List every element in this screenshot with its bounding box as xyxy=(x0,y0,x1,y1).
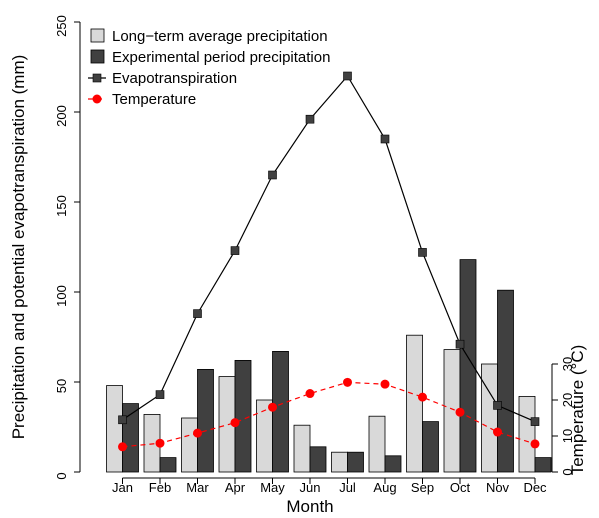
marker-temperature-may xyxy=(268,402,277,412)
marker-temperature-jun xyxy=(305,389,315,399)
bar-marks xyxy=(106,259,552,473)
marker-evapotranspiration-nov xyxy=(493,401,502,410)
bar-experimental-period-precipitation-oct xyxy=(459,259,477,473)
right-axis: 0 10 20 30 xyxy=(551,357,575,476)
marker-evapotranspiration-sep xyxy=(418,248,427,257)
marker-evapotranspiration-dec xyxy=(530,417,540,426)
bar-long-term-average-precipitation-mar xyxy=(181,417,198,473)
bar-long-term-average-precipitation-dec xyxy=(518,395,536,473)
marker-evapotranspiration-apr xyxy=(230,246,240,255)
right-y-axis-title: Temperature (°C) xyxy=(568,345,587,476)
marker-temperature-jul xyxy=(343,377,352,387)
marker-temperature-aug xyxy=(380,379,390,389)
bar-long-term-average-precipitation-jul xyxy=(331,451,348,473)
bar-experimental-period-precipitation-jul xyxy=(347,451,364,473)
bar-long-term-average-precipitation-sep xyxy=(406,334,423,473)
left-tick-label-50: 50 xyxy=(54,379,69,393)
marker-evapotranspiration-oct xyxy=(455,339,465,349)
bar-long-term-average-precipitation-jun xyxy=(293,424,311,473)
bar-experimental-period-precipitation-nov xyxy=(497,289,514,473)
bar-long-term-average-precipitation-jan xyxy=(106,385,123,473)
right-tick-label-20: 20 xyxy=(560,393,575,407)
left-tick-label-200: 200 xyxy=(54,105,69,127)
bar-experimental-period-precipitation-may xyxy=(272,350,289,473)
bar-experimental-period-precipitation-mar xyxy=(197,368,214,473)
x-tick-label-jan: Jan xyxy=(112,480,133,495)
right-tick-label-30: 30 xyxy=(560,357,575,371)
marker-temperature-nov xyxy=(493,427,502,437)
bar-long-term-average-precipitation-nov xyxy=(481,363,498,473)
left-axis: 0 50 100 150 200 250 xyxy=(54,15,81,480)
left-tick-label-0: 0 xyxy=(54,472,69,479)
bar-experimental-period-precipitation-jun xyxy=(309,446,327,473)
marker-evapotranspiration-jun xyxy=(305,114,315,124)
x-tick-label-nov: Nov xyxy=(486,480,510,495)
marker-temperature-sep xyxy=(418,392,427,402)
legend-swatch-experimental-period-precipitation xyxy=(90,49,105,64)
marker-temperature-dec xyxy=(530,439,540,449)
legend-marker-evapotranspiration xyxy=(92,73,102,83)
marker-evapotranspiration-aug xyxy=(380,134,390,144)
x-tick-label-apr: Apr xyxy=(225,480,246,495)
x-tick-label-jun: Jun xyxy=(300,480,321,495)
left-tick-label-100: 100 xyxy=(54,285,69,307)
marker-evapotranspiration-jul xyxy=(343,71,352,81)
y-axis-title: Precipitation and potential evapotranspi… xyxy=(9,55,28,440)
legend-swatch-long-term-average-precipitation xyxy=(90,28,105,43)
bar-long-term-average-precipitation-aug xyxy=(368,415,386,473)
legend-label-experimental-period-precipitation: Experimental period precipitation xyxy=(112,49,330,66)
marker-temperature-apr xyxy=(230,418,240,428)
line-evapotranspiration xyxy=(122,74,536,423)
marker-temperature-feb xyxy=(155,438,165,448)
x-tick-label-dec: Dec xyxy=(523,480,547,495)
x-tick-label-may: May xyxy=(260,480,285,495)
legend: Long−term average precipitation Experimen… xyxy=(88,28,330,108)
x-tick-label-mar: Mar xyxy=(186,480,209,495)
marker-temperature-oct xyxy=(455,407,465,417)
right-tick-label-0: 0 xyxy=(560,468,575,475)
legend-label-long-term-average-precipitation: Long−term average precipitation xyxy=(112,28,328,45)
x-axis-title: Month xyxy=(286,497,333,516)
marker-temperature-mar xyxy=(193,428,202,438)
x-tick-label-jul: Jul xyxy=(339,480,356,495)
marker-evapotranspiration-mar xyxy=(193,309,202,318)
legend-marker-temperature xyxy=(92,94,102,104)
left-tick-label-250: 250 xyxy=(54,15,69,37)
bar-experimental-period-precipitation-feb xyxy=(159,457,177,473)
x-tick-label-aug: Aug xyxy=(373,480,396,495)
bar-experimental-period-precipitation-sep xyxy=(422,421,439,473)
x-tick-label-sep: Sep xyxy=(411,480,434,495)
marker-evapotranspiration-feb xyxy=(155,390,165,399)
right-tick-label-10: 10 xyxy=(560,429,575,443)
bar-experimental-period-precipitation-aug xyxy=(384,455,402,473)
bar-experimental-period-precipitation-apr xyxy=(234,359,252,473)
x-tick-label-oct: Oct xyxy=(450,480,471,495)
x-tick-label-feb: Feb xyxy=(149,480,171,495)
marker-temperature-jan xyxy=(118,442,127,452)
left-tick-label-150: 150 xyxy=(54,195,69,217)
marker-evapotranspiration-jan xyxy=(118,415,127,425)
legend-label-evapotranspiration: Evapotranspiration xyxy=(112,70,237,87)
line-marks xyxy=(118,71,540,452)
x-axis: Jan Feb Mar Apr May Jun Jul Aug Sep Oct Nov Dec xyxy=(112,477,547,495)
bar-experimental-period-precipitation-dec xyxy=(534,457,552,473)
marker-evapotranspiration-may xyxy=(268,170,277,180)
legend-label-temperature: Temperature xyxy=(112,91,196,108)
